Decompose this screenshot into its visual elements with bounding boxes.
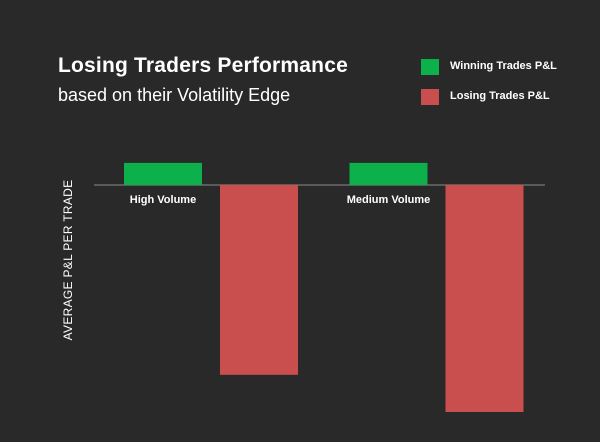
chart-subtitle: based on their Volatility Edge [58,85,291,105]
bar-losing-high-volume [220,185,298,375]
legend-swatch-losing [421,89,439,105]
bar-winning-high-volume [124,162,202,185]
bar-winning-medium-volume [349,162,428,185]
chart-title: Losing Traders Performance [58,54,348,77]
legend-label-winning: Winning Trades P&L [450,60,557,72]
category-label-high-volume: High Volume [130,194,196,206]
legend-label-losing: Losing Trades P&L [450,90,550,102]
legend-swatch-winning [421,59,439,75]
category-label-medium-volume: Medium Volume [347,194,431,206]
bar-losing-medium-volume [445,185,524,412]
